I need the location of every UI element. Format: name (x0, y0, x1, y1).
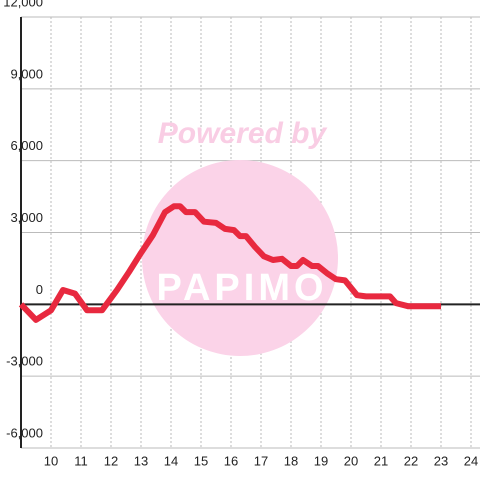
plot: -6,000 -3,000 0 3,000 6,000 9,000 12,000 10 11 12… (3, 0, 480, 468)
watermark-logo: PAPIMO (156, 267, 327, 309)
y-tick-label: 12,000 (3, 0, 43, 9)
x-tick-label: 23 (434, 453, 448, 468)
watermark-circle (142, 160, 338, 356)
x-tick-label: 16 (224, 453, 238, 468)
data-line (18, 203, 441, 323)
y-tick-label: 0 (36, 282, 43, 297)
x-tick-label: 19 (314, 453, 328, 468)
x-tick-label: 17 (254, 453, 268, 468)
x-tick-label: 24 (464, 453, 478, 468)
x-tick-label: 12 (104, 453, 118, 468)
y-tick-label: -6,000 (6, 425, 43, 440)
x-tick-label: 18 (284, 453, 298, 468)
x-tick-label: 14 (164, 453, 178, 468)
x-tick-label: 22 (404, 453, 418, 468)
x-tick-label: 21 (374, 453, 388, 468)
x-tick-label: 20 (344, 453, 358, 468)
x-tick-label: 13 (134, 453, 148, 468)
x-tick-label: 10 (44, 453, 58, 468)
y-tick-label: 3,000 (10, 210, 43, 225)
y-tick-label: 9,000 (10, 66, 43, 81)
watermark: Powered by PAPIMO (142, 117, 338, 356)
x-tick-label: 11 (74, 453, 88, 468)
y-tick-label: 6,000 (10, 138, 43, 153)
watermark-text: Powered by (158, 117, 328, 150)
y-tick-label: -3,000 (6, 354, 43, 369)
x-tick-label: 15 (194, 453, 208, 468)
